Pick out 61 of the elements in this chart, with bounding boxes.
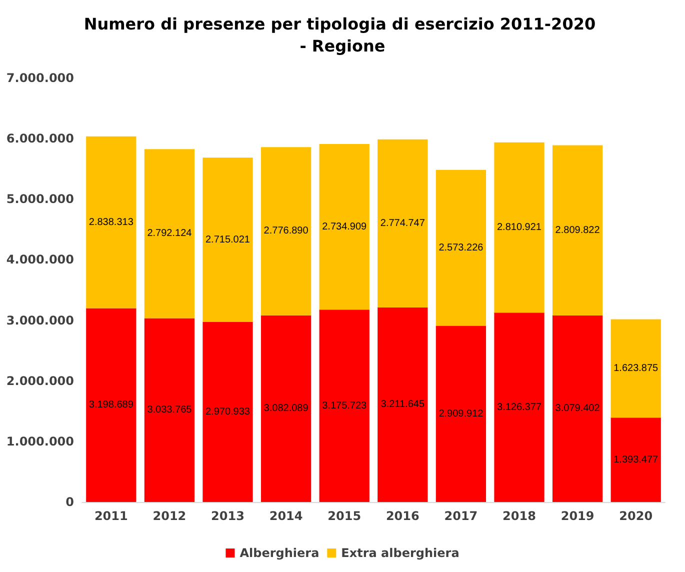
bar: [86, 308, 136, 502]
bar: [260, 147, 312, 316]
x-tick-label: 2017: [444, 509, 478, 523]
x-tick-label: 2012: [152, 509, 186, 523]
bar: [319, 310, 370, 502]
data-label: 1.393.477: [614, 454, 659, 466]
bar: [144, 318, 195, 502]
data-label: 3.082.089: [264, 403, 309, 414]
x-tick-label: 2018: [502, 509, 536, 523]
bar: [202, 322, 253, 502]
bar: [610, 418, 661, 502]
bar: [494, 312, 544, 502]
x-tick-label: 2014: [269, 509, 303, 523]
bar: [202, 158, 253, 322]
y-tick-label: 0: [66, 495, 74, 509]
data-label: 2.734.909: [322, 221, 368, 232]
y-tick-label: 6.000.000: [6, 132, 74, 146]
y-tick-label: 3.000.000: [6, 313, 74, 328]
data-label: 2.970.933: [206, 406, 250, 418]
y-tick-label: 5.000.000: [6, 192, 74, 206]
bar: [378, 139, 428, 308]
x-tick-label: 2015: [328, 509, 362, 523]
bar: [436, 326, 486, 502]
data-label: 2.909.912: [438, 408, 484, 420]
data-label: 3.211.645: [380, 399, 425, 410]
bar: [552, 145, 603, 316]
y-tick-label: 4.000.000: [6, 252, 74, 267]
data-label: 3.033.765: [147, 404, 192, 416]
data-label: 2.792.124: [147, 228, 192, 240]
chart-title: Numero di presenze per tipologia di esercizio 2011-2020 - Regione: [84, 14, 602, 56]
data-label: 2.810.921: [497, 222, 542, 233]
bar: [552, 315, 603, 502]
data-label: 2.809.822: [555, 224, 600, 236]
bar: [86, 136, 136, 308]
bar: [494, 142, 544, 313]
x-tick-label: 2013: [211, 509, 244, 523]
bar: [436, 170, 486, 326]
data-label: 1.623.875: [614, 362, 659, 374]
y-tick-label: 7.000.000: [6, 71, 74, 85]
bar: [319, 144, 370, 310]
bar: [144, 149, 195, 318]
data-label: 2.715.021: [206, 234, 250, 246]
data-label: 2.838.313: [88, 216, 134, 228]
legend-label: Alberghiera: [240, 546, 320, 560]
data-label: 3.198.689: [88, 400, 134, 411]
bar: [260, 315, 312, 502]
data-label: 2.573.226: [438, 242, 484, 254]
y-tick-label: 1.000.000: [6, 434, 74, 448]
x-tick-label: 2019: [560, 509, 594, 523]
bar: [610, 319, 661, 418]
data-label: 3.175.723: [322, 400, 368, 412]
x-tick-label: 2016: [386, 509, 420, 523]
bar: [378, 307, 428, 502]
data-label: 3.126.377: [497, 402, 542, 413]
y-tick-label: 2.000.000: [6, 374, 74, 388]
x-tick-label: 2020: [619, 509, 653, 523]
data-label: 2.776.890: [264, 226, 309, 237]
legend-label: Extra alberghiera: [341, 546, 460, 560]
data-label: 3.079.402: [555, 403, 600, 414]
data-label: 2.774.747: [380, 218, 426, 229]
x-tick-label: 2011: [94, 509, 128, 523]
